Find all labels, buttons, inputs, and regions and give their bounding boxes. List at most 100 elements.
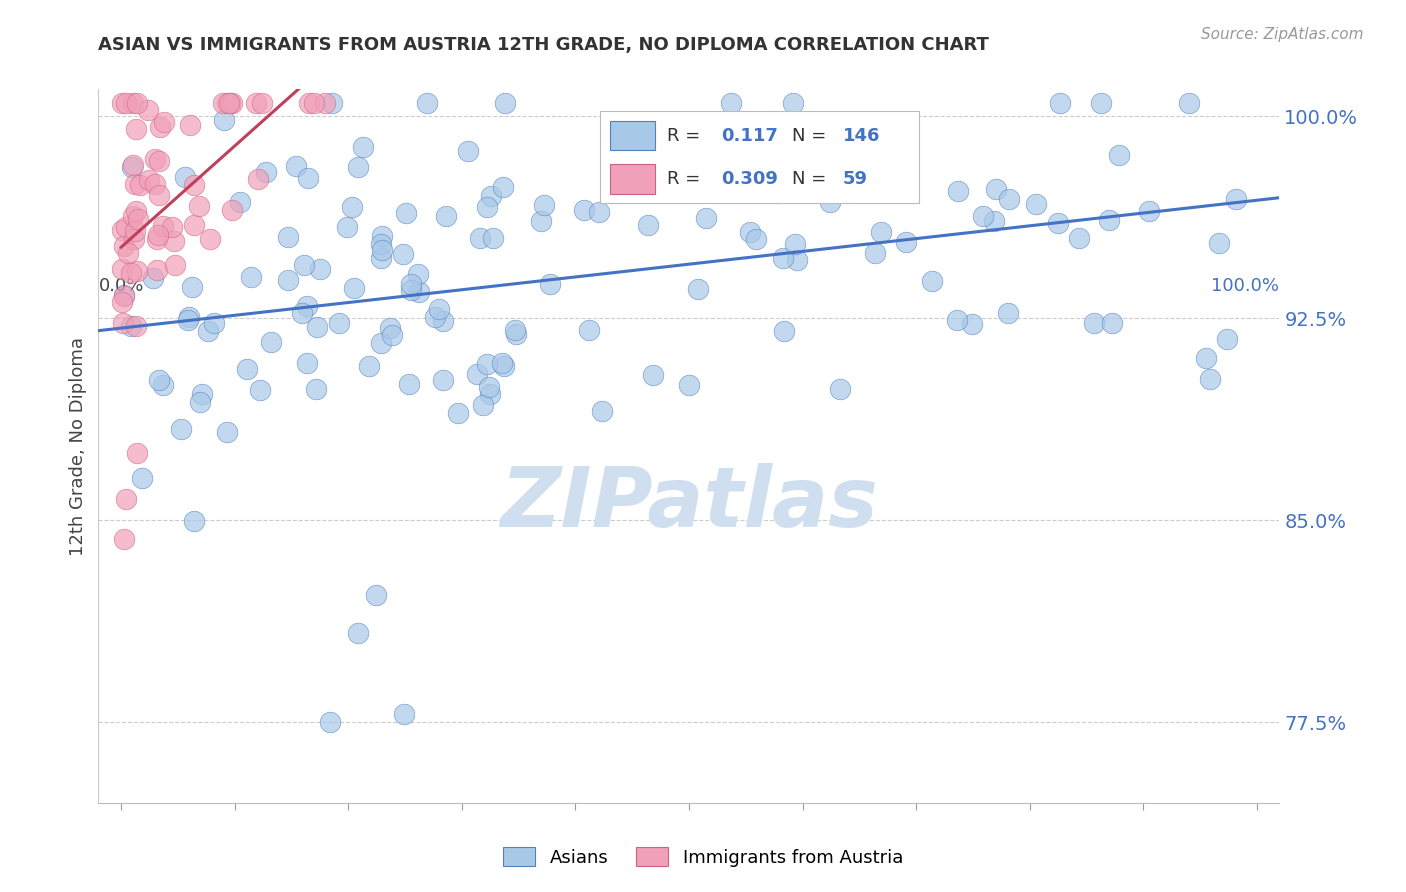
Point [173,169,195,184]
Point [1108,148,1130,162]
Point [972,209,994,223]
Point [720,95,742,110]
Point [432,373,454,387]
Point [111,95,134,110]
Point [221,202,243,217]
Point [125,319,148,334]
Point [591,404,613,418]
Point [1049,95,1071,110]
Point [399,283,422,297]
Point [465,367,488,381]
Point [212,95,235,110]
Point [165,258,187,272]
Point [131,471,153,485]
Point [148,187,170,202]
Point [479,387,502,401]
Point [766,186,789,200]
Point [370,237,392,252]
Point [370,336,392,351]
Point [772,251,794,265]
Text: 0.0%: 0.0% [98,277,143,295]
Point [643,368,665,382]
Point [505,326,527,341]
Point [110,222,132,236]
Point [254,164,277,178]
Point [218,95,240,110]
Point [114,95,136,110]
Point [343,281,366,295]
Point [1216,332,1239,346]
Point [617,160,640,174]
Point [960,317,983,331]
Point [221,95,243,110]
Point [381,327,404,342]
Point [295,299,318,313]
Point [111,261,134,276]
Point [188,395,211,409]
Point [1195,351,1218,365]
Y-axis label: 12th Grade, No Diploma: 12th Grade, No Diploma [69,336,87,556]
Point [408,285,430,300]
Point [1137,204,1160,219]
Point [432,314,454,328]
Point [863,245,886,260]
Point [292,258,315,272]
Point [828,382,851,396]
Point [998,192,1021,206]
Point [297,170,319,185]
Point [183,218,205,232]
Point [127,446,149,460]
Point [359,359,381,373]
Point [302,95,325,110]
Point [392,247,415,261]
Point [112,532,135,546]
Point [127,95,149,110]
Point [295,356,318,370]
Point [143,152,166,166]
Point [1083,316,1105,330]
Point [121,95,143,110]
Point [482,231,505,245]
Point [163,234,186,248]
Point [946,184,969,198]
Point [1225,192,1247,206]
Point [321,95,343,110]
Point [773,324,796,338]
Point [252,95,274,110]
Point [807,177,830,191]
Point [149,120,172,135]
Text: 100.0%: 100.0% [1212,277,1279,295]
Point [152,378,174,392]
Point [619,128,641,142]
Point [479,188,502,202]
Point [530,214,553,228]
Point [1025,197,1047,211]
Point [1208,235,1230,250]
Point [114,288,136,302]
Point [984,182,1007,196]
Point [125,204,148,219]
Point [160,219,183,234]
Point [394,706,416,721]
Point [125,263,148,277]
Point [142,271,165,285]
Point [492,180,515,194]
Point [124,224,146,238]
Point [572,203,595,218]
Point [678,377,700,392]
Point [219,95,242,110]
Point [152,219,174,233]
Point [146,263,169,277]
Point [202,316,225,330]
Point [366,589,388,603]
Point [129,178,152,192]
Point [191,386,214,401]
Point [183,514,205,528]
Point [117,246,139,260]
Point [494,95,516,110]
Point [742,133,765,147]
Point [177,312,200,326]
Point [408,267,430,281]
Point [336,220,359,235]
Point [1098,213,1121,227]
